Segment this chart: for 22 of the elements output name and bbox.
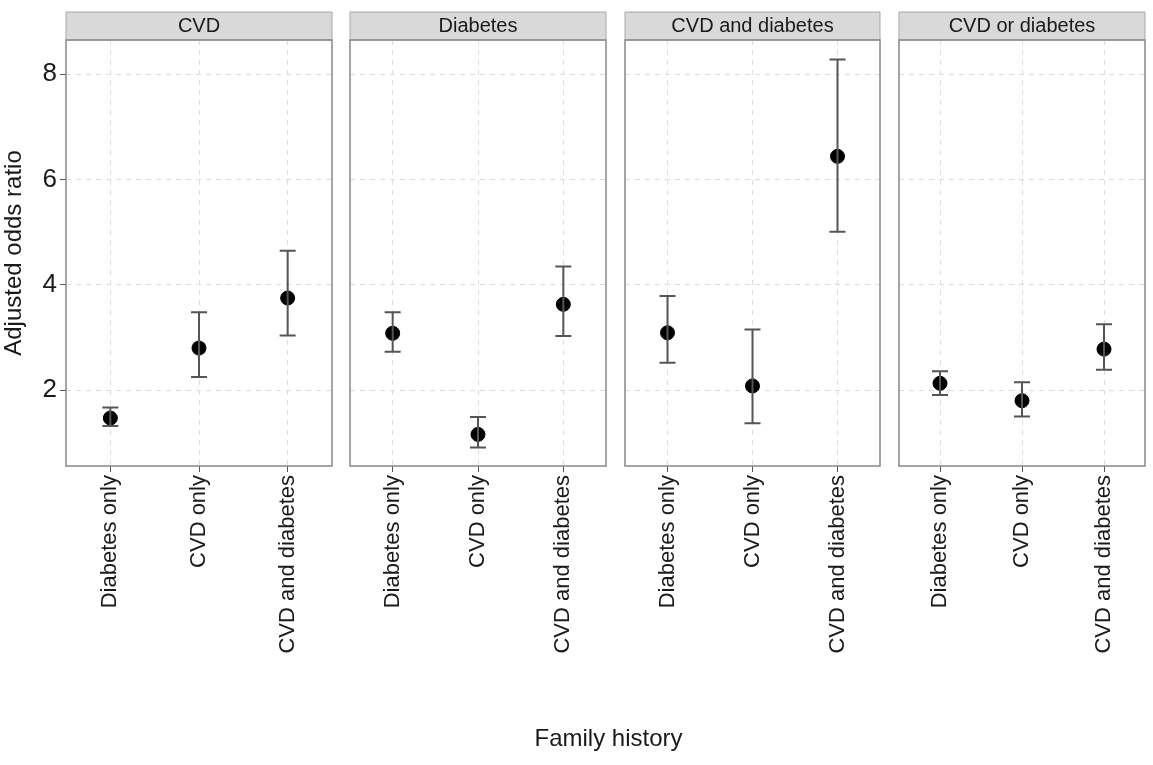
y-tick-label: 4 [42, 268, 57, 299]
y-tick-label: 8 [42, 57, 57, 88]
y-axis-title: Adjusted odds ratio [0, 150, 27, 356]
x-tick-label: CVD only [1008, 475, 1034, 568]
x-tick-label: CVD and diabetes [273, 475, 299, 654]
chart-title: CVD [177, 13, 221, 36]
chart-title: Diabetes [438, 13, 518, 36]
x-tick-label: CVD and diabetes [1090, 475, 1116, 654]
chart-title: CVD or diabetes [948, 13, 1096, 36]
x-tick-label: CVD and diabetes [549, 475, 575, 654]
x-tick-label: CVD only [464, 475, 490, 568]
x-tick-label: CVD only [185, 475, 211, 568]
x-tick-label: CVD and diabetes [823, 475, 849, 654]
y-tick-label: 2 [42, 373, 57, 404]
chart-title: CVD and diabetes [671, 13, 834, 36]
x-tick-label: Diabetes only [96, 475, 122, 609]
y-tick-label: 6 [42, 162, 57, 193]
x-tick-label: Diabetes only [926, 475, 952, 609]
x-tick-label: Diabetes only [653, 475, 679, 609]
x-tick-label: CVD only [738, 475, 764, 568]
x-tick-label: Diabetes only [378, 475, 404, 609]
x-axis-title: Family history [533, 724, 684, 752]
